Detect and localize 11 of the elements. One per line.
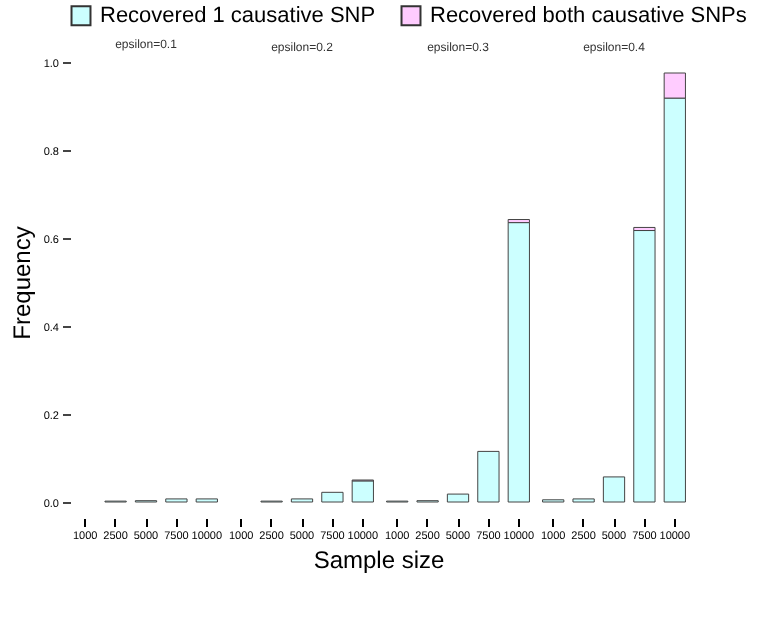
- bar: [507, 222, 530, 503]
- bar: [633, 230, 656, 503]
- bar: [602, 476, 626, 503]
- y-axis-title: Frequency: [7, 226, 36, 340]
- bar: [477, 450, 500, 503]
- legend-label: Recovered both causative SNPs: [430, 3, 748, 28]
- legend-label: Recovered 1 causative SNP: [100, 3, 376, 28]
- x-axis-title: Sample size: [313, 546, 445, 574]
- bar: [446, 493, 470, 503]
- bar: [321, 491, 344, 503]
- bar: [351, 480, 374, 503]
